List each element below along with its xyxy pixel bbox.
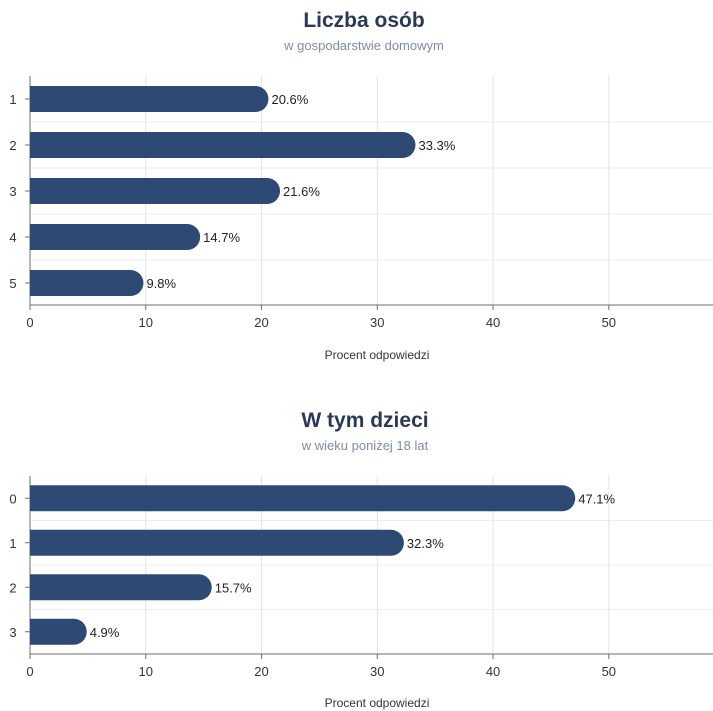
- x-tick-label: 10: [139, 315, 153, 330]
- data-label: 33.3%: [418, 138, 455, 153]
- bar: [30, 618, 87, 645]
- data-label: 47.1%: [578, 491, 615, 506]
- chart-subtitle: w wieku poniżej 18 lat: [301, 438, 429, 453]
- x-tick-label: 0: [26, 664, 33, 679]
- bar: [30, 178, 281, 204]
- data-label: 20.6%: [271, 92, 308, 107]
- y-tick-label: 3: [9, 625, 16, 640]
- x-tick-label: 30: [370, 315, 384, 330]
- y-tick-label: 1: [9, 536, 16, 551]
- plot-area: 0 10 20 30 40 50 1 20.6% 2 33.3% 3 21.6% 4 14.7% 5 9.8%: [9, 76, 713, 330]
- data-label: 21.6%: [283, 184, 320, 199]
- bar: [30, 224, 201, 250]
- chart-subtitle: w gospodarstwie domowym: [283, 38, 444, 53]
- chart-title: W tym dzieci: [301, 409, 428, 432]
- bar: [30, 86, 269, 113]
- x-tick-label: 30: [370, 664, 384, 679]
- y-tick-label: 3: [9, 184, 16, 199]
- x-tick-label: 50: [602, 315, 616, 330]
- x-tick-label: 40: [486, 664, 500, 679]
- y-tick-label: 2: [9, 138, 16, 153]
- data-label: 32.3%: [407, 536, 444, 551]
- bar: [30, 132, 416, 158]
- x-axis-title: Procent odpowiedzi: [325, 696, 430, 710]
- x-tick-label: 40: [486, 315, 500, 330]
- x-tick-label: 50: [602, 664, 616, 679]
- chart-title: Liczba osób: [303, 9, 424, 32]
- data-label: 15.7%: [215, 580, 252, 595]
- chart-household-size: Liczba osób w gospodarstwie domowym 0 10 2…: [9, 9, 713, 362]
- data-label: 4.9%: [90, 625, 120, 640]
- data-label: 14.7%: [203, 230, 240, 245]
- x-axis-title: Procent odpowiedzi: [325, 348, 430, 362]
- x-tick-label: 0: [26, 315, 33, 330]
- chart-children-under-18: W tym dzieci w wieku poniżej 18 lat 0 10 2…: [9, 409, 713, 710]
- x-tick-label: 10: [139, 664, 153, 679]
- bar: [30, 485, 576, 512]
- data-label: 9.8%: [146, 276, 176, 291]
- y-tick-label: 1: [9, 92, 16, 107]
- bar: [30, 529, 404, 556]
- x-tick-label: 20: [254, 664, 268, 679]
- y-tick-label: 4: [9, 230, 16, 245]
- x-tick-label: 20: [254, 315, 268, 330]
- bar: [30, 270, 144, 296]
- y-tick-label: 0: [9, 491, 16, 506]
- plot-area: 0 10 20 30 40 50 0 47.1% 1 32.3% 2 15.7% 3 4.9%: [9, 476, 713, 679]
- y-tick-label: 5: [9, 276, 16, 291]
- bar: [30, 574, 212, 601]
- y-tick-label: 2: [9, 580, 16, 595]
